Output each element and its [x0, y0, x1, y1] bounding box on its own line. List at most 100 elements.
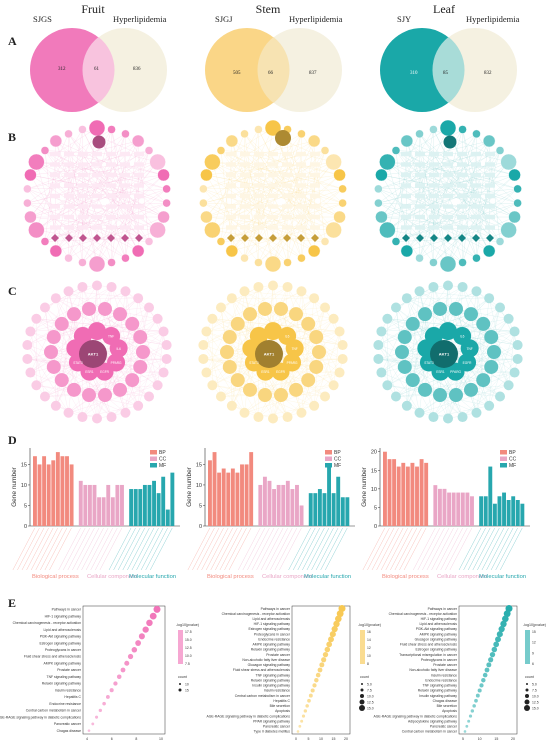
go-term-label-stroke	[302, 527, 325, 571]
network-b-edge	[419, 237, 463, 263]
network-c-edge	[203, 344, 245, 413]
network-b-edge	[124, 174, 167, 190]
go-term-label-stroke	[219, 527, 243, 571]
network-b-compound-node	[64, 253, 73, 263]
network-b-edge	[68, 174, 167, 204]
network-b-target-node	[485, 151, 495, 157]
network-c-node	[264, 322, 282, 341]
network-c-node	[309, 400, 320, 411]
network-c-edge	[476, 298, 490, 413]
go-bar	[502, 492, 506, 526]
kegg-color-legend-tick: 10.0	[185, 654, 192, 658]
kegg-x-tick-label: 10	[159, 737, 163, 741]
network-b-edge	[54, 202, 167, 239]
venn-leaf-left-count: 310	[410, 71, 418, 76]
network-c-node	[67, 307, 81, 322]
network-b-target-node	[134, 214, 144, 220]
network-b-target-node	[401, 183, 411, 188]
network-c-edge	[55, 405, 98, 419]
network-b-target-node	[50, 214, 60, 220]
go-category-label: Biological process	[207, 574, 254, 580]
network-b-edge	[395, 164, 407, 242]
network-c-edge	[104, 308, 158, 319]
network-c-node	[201, 367, 212, 378]
kegg-pathway-label: Estrogen signaling pathway	[416, 648, 458, 652]
network-b-edge	[82, 174, 126, 263]
network-c-node	[125, 316, 140, 331]
kegg-pathway-label: HIF-1 signaling pathway	[45, 614, 82, 618]
venn-fruit-set-label: SJGS	[33, 14, 52, 24]
network-b-edge	[405, 133, 477, 176]
network-c-node	[337, 340, 348, 351]
network-b-compound-node	[508, 210, 521, 224]
go-term-label-stroke	[127, 527, 150, 571]
kegg-bubble	[491, 646, 498, 653]
go-term-label-stroke	[486, 527, 509, 571]
network-b-edge	[419, 164, 518, 190]
go-bar	[97, 497, 102, 526]
network-c-node	[309, 293, 320, 304]
go-term-label-stroke	[187, 527, 211, 571]
network-c-node	[446, 362, 465, 381]
network-b-edge	[419, 133, 435, 228]
network-b-target-node	[429, 183, 439, 188]
network-b-edge	[475, 195, 515, 218]
network-c-node	[22, 353, 33, 364]
network-c-edge	[220, 307, 228, 353]
kegg-pathway-label: Estrogen signaling pathway	[249, 627, 291, 631]
network-c-edge	[333, 331, 340, 386]
kegg-color-legend-bar	[525, 630, 530, 664]
kegg-bubble	[300, 719, 304, 723]
go-y-tick-label: 5	[199, 503, 202, 509]
network-b-target-diamond	[121, 234, 129, 242]
go-term-label-stroke	[44, 527, 68, 571]
kegg-size-legend-title: count	[360, 675, 369, 679]
network-c-node-label: STAT3	[73, 361, 83, 365]
network-c-edge	[68, 291, 167, 360]
network-b-edge	[124, 164, 164, 176]
network-b-compound-node	[23, 184, 32, 194]
network-c-node	[25, 326, 36, 337]
network-b-target-node	[296, 162, 306, 167]
kegg-bubble	[120, 667, 126, 673]
network-c-edge	[455, 308, 509, 319]
go-y-tick-label: 15	[21, 462, 27, 468]
network-b-edge	[433, 185, 449, 265]
network-b-target-node	[310, 214, 320, 220]
network-b-edge	[68, 133, 140, 239]
go-bar	[152, 480, 156, 526]
network-b-edge	[54, 133, 69, 165]
kegg-pathway-label: Pathways in cancer	[428, 607, 458, 611]
kegg-size-legend-label: 10	[185, 682, 189, 686]
network-b-edge	[244, 174, 343, 204]
go-term-label-stroke	[270, 527, 293, 571]
go-term-label-stroke	[481, 527, 505, 571]
go-bar	[405, 466, 410, 526]
venn-stem-overlap	[257, 37, 290, 103]
network-c-node	[309, 359, 324, 374]
kegg-size-legend-label: 15.0	[532, 706, 539, 710]
go-term-label-stroke	[35, 527, 58, 571]
network-c-node	[457, 412, 468, 423]
network-c-node	[230, 373, 245, 388]
network-c-edge	[206, 372, 245, 413]
network-c-node	[22, 340, 33, 351]
network-c-edge	[264, 308, 317, 338]
network-b-edge	[258, 237, 288, 263]
network-b-compound-node	[144, 146, 154, 155]
kegg-pathway-label: AGE-RAGE signaling pathway in diabetic c…	[374, 714, 458, 718]
go-term-label-stroke	[210, 527, 233, 571]
network-c-node	[113, 307, 127, 322]
network-b-target-node	[134, 172, 144, 178]
network-b-compound-node	[107, 258, 116, 267]
network-b-compound-node	[254, 258, 263, 267]
network-c-edge	[378, 344, 420, 413]
network-b-edge	[125, 174, 140, 259]
network-b-compound-node	[495, 237, 505, 246]
network-c-node	[476, 316, 491, 331]
kegg-bubble	[322, 651, 329, 658]
network-c-node	[243, 307, 257, 322]
network-c-node	[484, 330, 499, 345]
